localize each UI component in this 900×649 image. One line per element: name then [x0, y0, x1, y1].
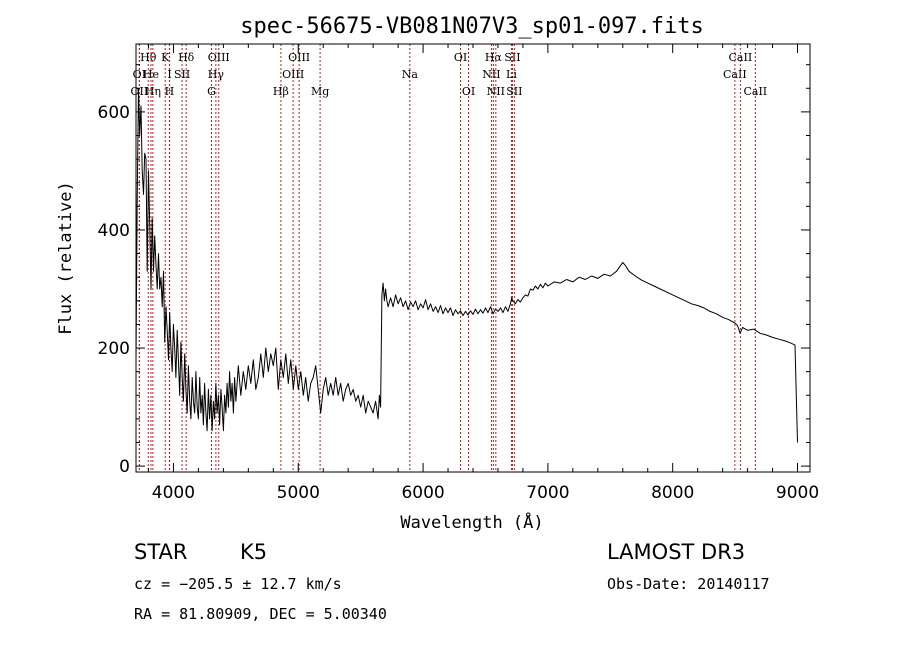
spectral-line-label: Hα	[485, 51, 503, 64]
redshift-velocity: cz = −205.5 ± 12.7 km/s	[134, 575, 342, 593]
y-tick-label: 600	[98, 103, 130, 123]
spectral-line-label: Na	[402, 68, 419, 81]
observation-date: Obs-Date: 20140117	[607, 575, 770, 593]
spectral-line-label: OII	[131, 85, 149, 98]
chart-title: spec-56675-VB081N07V3_sp01-097.fits	[240, 14, 704, 39]
y-tick-label: 400	[98, 221, 130, 241]
spectral-line-label: NII	[482, 68, 500, 81]
spectral-line-label: Hγ	[208, 68, 225, 81]
spectral-line-label: K	[161, 51, 170, 64]
x-tick-label: 4000	[152, 483, 195, 503]
spectral-line-label: OI	[462, 85, 475, 98]
spectral-line-label: H	[165, 85, 175, 98]
spectral-line-label: Li	[506, 68, 517, 81]
spectral-line-label: OIII	[208, 51, 230, 64]
x-tick-label: 9000	[776, 483, 819, 503]
spectral-line-label: Hδ	[178, 51, 195, 64]
x-tick-label: 8000	[651, 483, 694, 503]
spectral-line-label: I	[167, 68, 171, 81]
spectral-line-label: CaII	[743, 85, 767, 98]
y-tick-label: 200	[98, 339, 130, 359]
spectral-line-label: OIII	[288, 51, 310, 64]
spectral-line-label: OIII	[282, 68, 304, 81]
spectral-line-label: He	[143, 68, 159, 81]
x-tick-label: 5000	[277, 483, 320, 503]
spectral-line-label: Hη	[145, 85, 161, 98]
spectral-line-label: G	[207, 85, 216, 98]
spectral-line-label: CaII	[729, 51, 753, 64]
spectral-line-label: CaII	[723, 68, 747, 81]
spectral-line-label: OI	[454, 51, 467, 64]
spectral-line-label: NII	[487, 85, 505, 98]
spectral-line-label: Hβ	[273, 85, 289, 98]
plot-frame	[135, 43, 811, 473]
flux-series-line	[135, 87, 798, 443]
survey-name: LAMOST DR3	[607, 540, 746, 564]
spectral-line-label: Mg	[311, 85, 329, 98]
y-tick-label: 0	[119, 457, 130, 477]
ra-dec-coordinates: RA = 81.80909, DEC = 5.00340	[134, 605, 387, 623]
x-axis-label: Wavelength (Å)	[400, 511, 543, 533]
x-tick-label: 6000	[401, 483, 444, 503]
y-axis-label: Flux (relative)	[56, 181, 76, 335]
object-subclass: K5	[240, 540, 268, 564]
spectral-line-label: SII	[506, 85, 522, 98]
spectral-line-label: SII	[504, 51, 520, 64]
x-tick-label: 7000	[526, 483, 569, 503]
spectral-line-label: Hθ	[140, 51, 157, 64]
spectral-line-label: SII	[174, 68, 190, 81]
object-class: STAR	[134, 540, 188, 564]
